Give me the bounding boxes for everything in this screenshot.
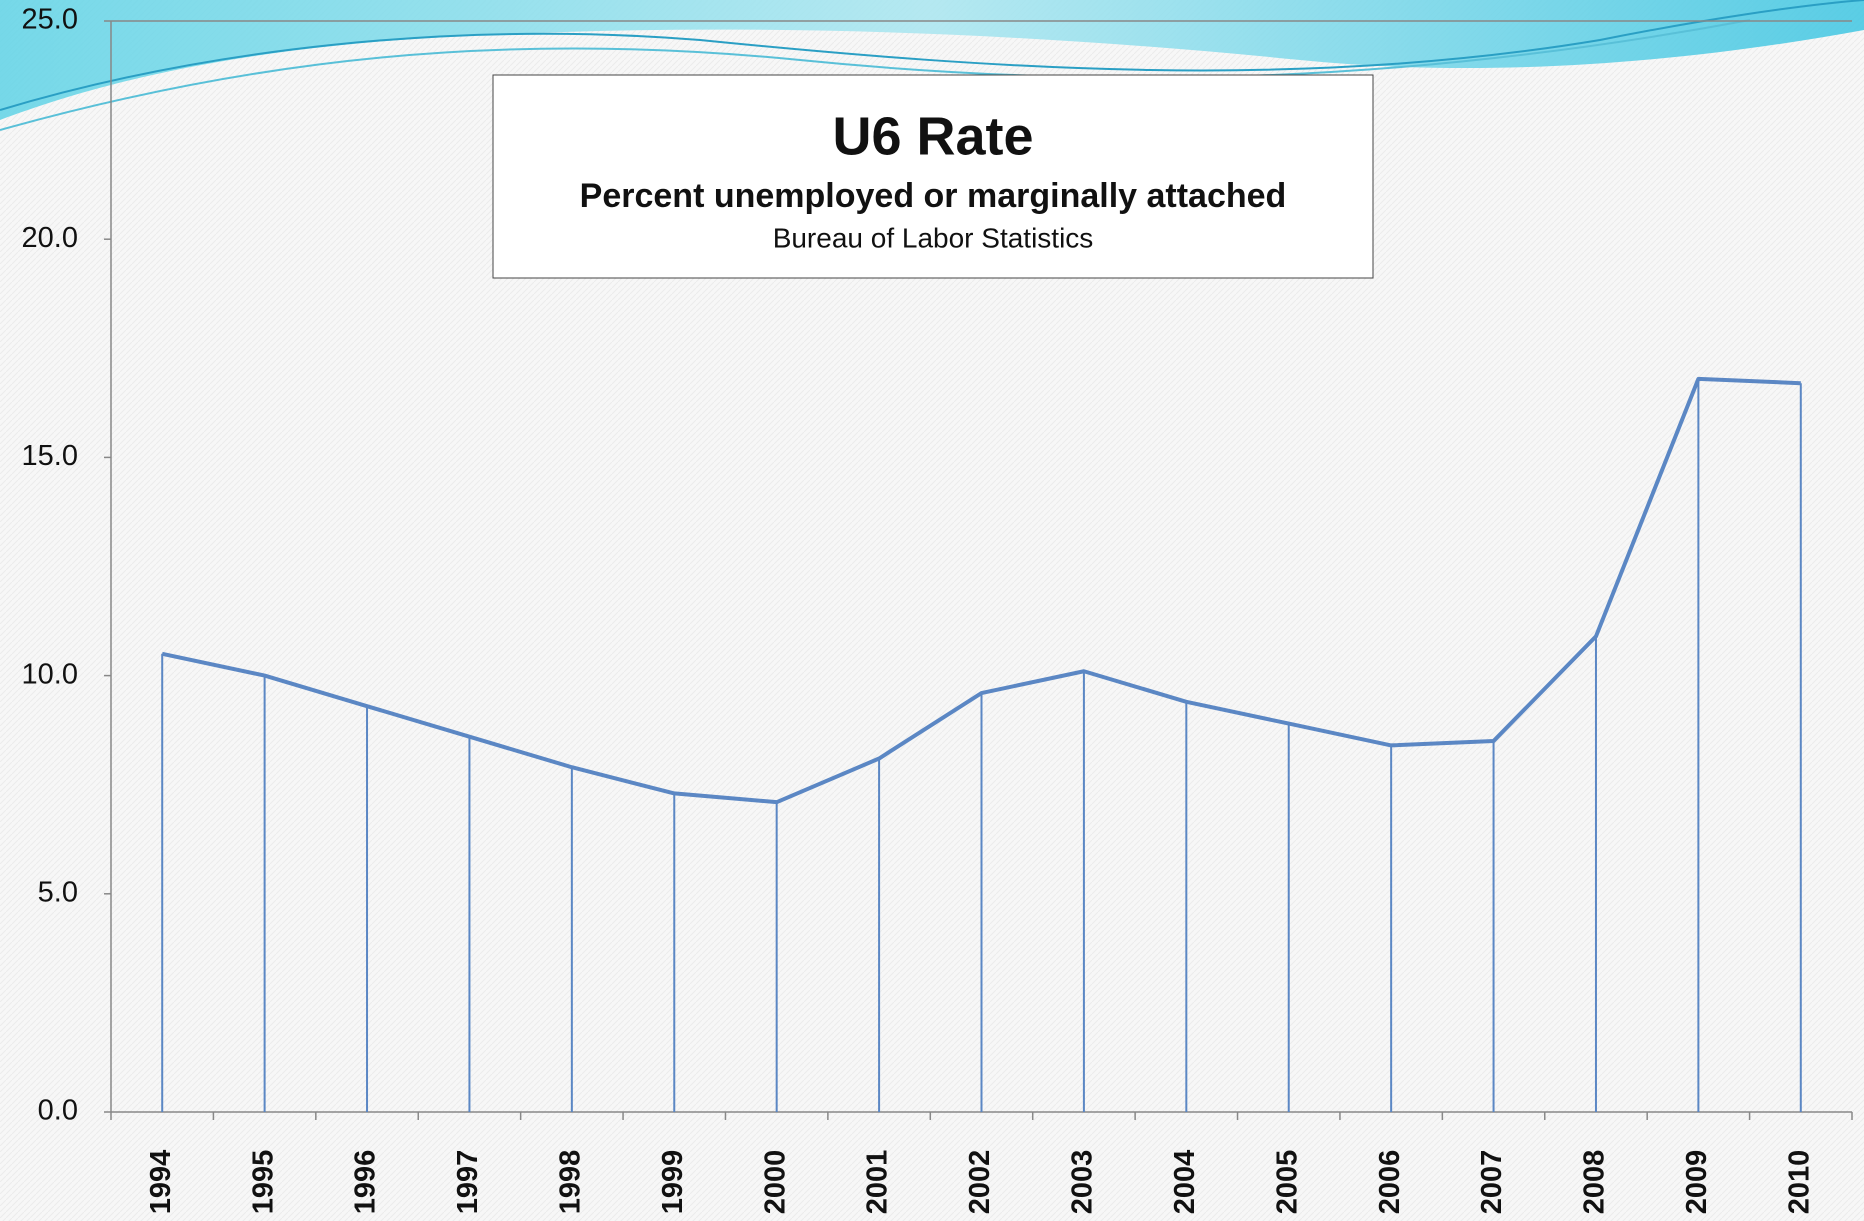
x-tick-label: 2008 <box>1579 1150 1611 1215</box>
y-tick-label: 5.0 <box>38 876 78 908</box>
x-tick-label: 2006 <box>1374 1150 1406 1215</box>
x-tick-label: 1996 <box>350 1150 382 1215</box>
x-tick-label: 1994 <box>145 1150 177 1215</box>
data-line <box>161 376 1801 805</box>
x-tick-label: 2000 <box>759 1150 791 1215</box>
y-tick-label: 25.0 <box>22 4 78 36</box>
x-tick-label: 2001 <box>862 1150 894 1215</box>
x-tick-label: 2003 <box>1067 1150 1099 1215</box>
x-tick-label: 2010 <box>1783 1150 1815 1215</box>
x-tick-label: 2002 <box>964 1150 996 1215</box>
x-tick-label: 2009 <box>1681 1150 1713 1215</box>
x-tick-label: 1998 <box>555 1150 587 1215</box>
chart-title: U6 Rate <box>832 106 1033 166</box>
y-tick-label: 20.0 <box>22 222 78 254</box>
x-tick-label: 2007 <box>1476 1150 1508 1215</box>
x-tick-label: 2005 <box>1271 1150 1303 1215</box>
y-tick-label: 10.0 <box>22 658 78 690</box>
chart-source: Bureau of Labor Statistics <box>773 222 1094 253</box>
y-tick-label: 0.0 <box>38 1095 78 1127</box>
x-tick-label: 1995 <box>247 1150 279 1215</box>
x-tick-label: 1997 <box>452 1150 484 1215</box>
y-tick-label: 15.0 <box>22 440 78 472</box>
x-tick-label: 1999 <box>657 1150 689 1215</box>
chart-subtitle: Percent unemployed or marginally attache… <box>580 177 1287 215</box>
x-tick-label: 2004 <box>1169 1150 1201 1215</box>
title-box <box>492 74 1374 279</box>
decorative-wave <box>0 0 1864 131</box>
